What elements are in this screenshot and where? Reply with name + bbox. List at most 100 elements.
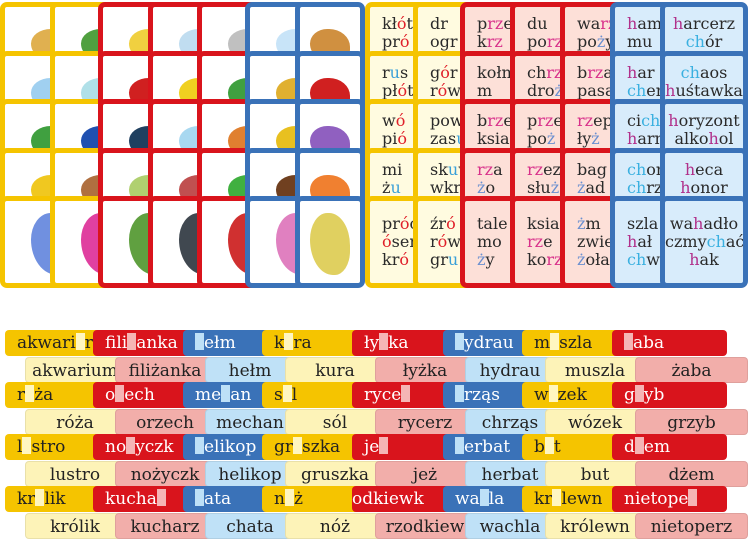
gapped-word-strip[interactable]: g yb bbox=[612, 382, 727, 408]
word-strip[interactable]: rzodkiew bbox=[375, 513, 475, 539]
picture-card[interactable] bbox=[295, 196, 365, 288]
word-line: dr bbox=[430, 14, 448, 33]
blank-box bbox=[634, 385, 644, 402]
gapped-word-strip[interactable]: ata bbox=[183, 486, 272, 512]
word-strip[interactable]: dżem bbox=[635, 461, 748, 487]
word-strip[interactable]: orzech bbox=[115, 409, 215, 435]
word-line: ham bbox=[627, 14, 663, 33]
word-strip[interactable]: kucharz bbox=[115, 513, 215, 539]
gapped-word-strip[interactable]: wa la bbox=[443, 486, 532, 512]
word-strip[interactable]: gruszka bbox=[285, 461, 385, 487]
word-strip[interactable]: królewn bbox=[545, 513, 645, 539]
word-strip[interactable]: jeż bbox=[375, 461, 475, 487]
gapped-word-strip[interactable]: gr szka bbox=[262, 434, 362, 460]
gapped-word-strip[interactable]: m szla bbox=[522, 330, 622, 356]
word-line: ży bbox=[477, 250, 495, 269]
word-strip[interactable]: nóż bbox=[285, 513, 385, 539]
word-strip[interactable]: akwarium bbox=[25, 357, 125, 383]
word-line: har bbox=[627, 62, 655, 82]
word-line: bag bbox=[577, 159, 608, 179]
word-line: hak bbox=[689, 250, 719, 269]
gapped-word-strip[interactable]: me an bbox=[183, 382, 272, 408]
word-line: rus bbox=[382, 62, 409, 82]
word-strip[interactable]: chrząs bbox=[465, 409, 555, 435]
gapped-word-strip[interactable]: w zek bbox=[522, 382, 622, 408]
word-line: ogr bbox=[430, 32, 458, 51]
word-strip[interactable]: wózek bbox=[545, 409, 645, 435]
word-line: horyzont bbox=[668, 111, 740, 130]
word-strip[interactable]: muszla bbox=[545, 357, 645, 383]
word-line: tale bbox=[477, 214, 508, 233]
word-strip[interactable]: herbat bbox=[465, 461, 555, 487]
word-strip[interactable]: rycerz bbox=[375, 409, 475, 435]
gapped-word-strip[interactable]: fili anka bbox=[93, 330, 193, 356]
word-card[interactable]: wahadło czmychać hak bbox=[660, 196, 748, 288]
blank-box bbox=[455, 385, 464, 402]
gapped-word-strip[interactable]: kucha bbox=[93, 486, 193, 512]
word-line: brza bbox=[577, 62, 613, 82]
blank-box bbox=[35, 489, 45, 506]
word-strip[interactable]: sól bbox=[285, 409, 385, 435]
gapped-word-strip[interactable]: d em bbox=[612, 434, 727, 460]
gapped-word-strip[interactable]: nietope bbox=[612, 486, 727, 512]
word-line: źró bbox=[430, 214, 456, 233]
word-line: mo bbox=[477, 232, 502, 251]
word-line: kłót bbox=[382, 14, 413, 33]
word-strip[interactable]: królik bbox=[25, 513, 125, 539]
word-line: kołn bbox=[477, 62, 512, 82]
word-line: harcerz bbox=[672, 14, 735, 33]
gapped-word-strip[interactable]: no yczk bbox=[93, 434, 193, 460]
word-strip[interactable]: żaba bbox=[635, 357, 748, 383]
blank-box bbox=[25, 385, 35, 402]
word-strip[interactable]: hełm bbox=[205, 357, 295, 383]
word-line: pró bbox=[382, 32, 410, 51]
gapped-word-strip[interactable]: elikop bbox=[183, 434, 272, 460]
gapped-word-strip[interactable]: ełm bbox=[183, 330, 272, 356]
blank-box bbox=[195, 333, 204, 350]
gapped-word-strip[interactable]: rząs bbox=[443, 382, 532, 408]
blank-box bbox=[479, 489, 489, 506]
gapped-word-strip[interactable]: akwari r bbox=[5, 330, 103, 356]
word-strip[interactable]: róża bbox=[25, 409, 125, 435]
word-line: zwie bbox=[577, 232, 614, 251]
gapped-word-strip[interactable]: k ra bbox=[262, 330, 362, 356]
word-strip[interactable]: łyżka bbox=[375, 357, 475, 383]
word-strip[interactable]: nietoperz bbox=[635, 513, 748, 539]
word-strip[interactable]: hydrau bbox=[465, 357, 555, 383]
gapped-word-strip[interactable]: odkiewk bbox=[352, 486, 453, 512]
word-strip[interactable]: chata bbox=[205, 513, 295, 539]
word-strip[interactable]: lustro bbox=[25, 461, 125, 487]
gapped-word-strip[interactable]: r ża bbox=[5, 382, 103, 408]
gapped-word-strip[interactable]: aba bbox=[612, 330, 727, 356]
word-line: szla bbox=[627, 214, 659, 233]
gapped-word-strip[interactable]: erbat bbox=[443, 434, 532, 460]
gapped-word-strip[interactable]: ryce bbox=[352, 382, 453, 408]
gapped-word-strip[interactable]: o ech bbox=[93, 382, 193, 408]
word-strip[interactable]: filiżanka bbox=[115, 357, 215, 383]
gapped-word-strip[interactable]: ły ka bbox=[352, 330, 453, 356]
word-line: du bbox=[527, 14, 548, 33]
word-strip[interactable]: grzyb bbox=[635, 409, 748, 435]
word-line: brze bbox=[477, 111, 513, 130]
word-strip[interactable]: but bbox=[545, 461, 645, 487]
blank-box bbox=[634, 437, 644, 454]
word-strip[interactable]: nożyczk bbox=[115, 461, 215, 487]
word-strip[interactable]: wachla bbox=[465, 513, 555, 539]
gapped-word-strip[interactable]: kr lik bbox=[5, 486, 103, 512]
word-line: korz bbox=[527, 250, 563, 269]
word-strip[interactable]: helikop bbox=[205, 461, 295, 487]
blank-box bbox=[75, 333, 85, 350]
word-strip[interactable]: mechan bbox=[205, 409, 295, 435]
word-strip[interactable]: kura bbox=[285, 357, 385, 383]
word-line: rzez bbox=[527, 159, 561, 179]
gapped-word-strip[interactable]: je bbox=[352, 434, 453, 460]
word-line: chrz bbox=[627, 177, 663, 197]
gapped-word-strip[interactable]: l stro bbox=[5, 434, 103, 460]
blank-box bbox=[126, 437, 136, 454]
gapped-word-strip[interactable]: ydrau bbox=[443, 330, 532, 356]
blank-box bbox=[688, 489, 698, 506]
gapped-word-strip[interactable]: kr lewn bbox=[522, 486, 622, 512]
